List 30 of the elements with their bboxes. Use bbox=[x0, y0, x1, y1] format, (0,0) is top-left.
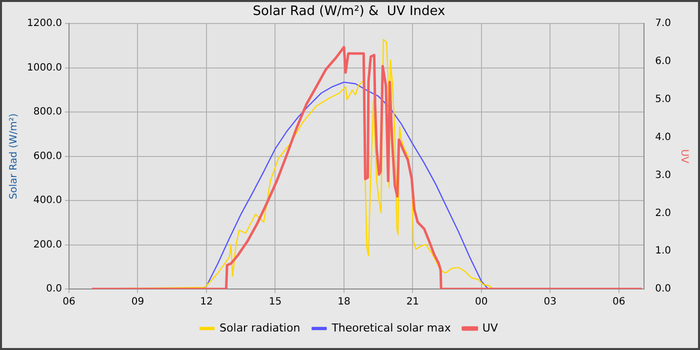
y-tick-label: 200.0 bbox=[33, 239, 62, 250]
y-axis-title: Solar Rad (W/m²) bbox=[8, 113, 20, 200]
y2-tick-label: 0.0 bbox=[655, 284, 672, 295]
x-tick-label: 21 bbox=[406, 296, 420, 308]
x-tick-label: 18 bbox=[338, 296, 350, 308]
y2-tick-label: 1.0 bbox=[655, 246, 672, 257]
x-tick-label: 03 bbox=[544, 296, 557, 308]
x-tick-label: 06 bbox=[612, 296, 626, 308]
y-tick-label: 600.0 bbox=[33, 150, 62, 162]
y2-tick-label: 4.0 bbox=[655, 132, 672, 143]
y2-tick-label: 2.0 bbox=[655, 208, 672, 219]
y2-tick-label: 7.0 bbox=[655, 18, 672, 30]
y-tick-label: 800.0 bbox=[33, 106, 62, 118]
legend-label: Theoretical solar max bbox=[330, 321, 452, 334]
y-tick-label: 0.0 bbox=[46, 284, 62, 295]
x-tick-label: 06 bbox=[62, 296, 76, 308]
y-tick-label: 1000.0 bbox=[26, 62, 62, 74]
y2-tick-label: 3.0 bbox=[655, 170, 672, 181]
legend-label: Solar radiation bbox=[220, 321, 300, 334]
x-tick-label: 12 bbox=[200, 296, 213, 308]
legend-label: UV bbox=[482, 321, 498, 334]
y2-tick-label: 5.0 bbox=[655, 94, 672, 106]
x-tick-label: 09 bbox=[131, 296, 144, 308]
x-tick-label: 15 bbox=[268, 296, 282, 308]
y2-axis-title: UV bbox=[678, 149, 690, 164]
y2-tick-label: 6.0 bbox=[655, 56, 672, 68]
y-tick-label: 400.0 bbox=[33, 195, 62, 206]
y-tick-label: 1200.0 bbox=[26, 18, 62, 30]
chart-title: Solar Rad (W/m²) & UV Index bbox=[252, 4, 446, 20]
x-tick-label: 00 bbox=[475, 296, 488, 308]
